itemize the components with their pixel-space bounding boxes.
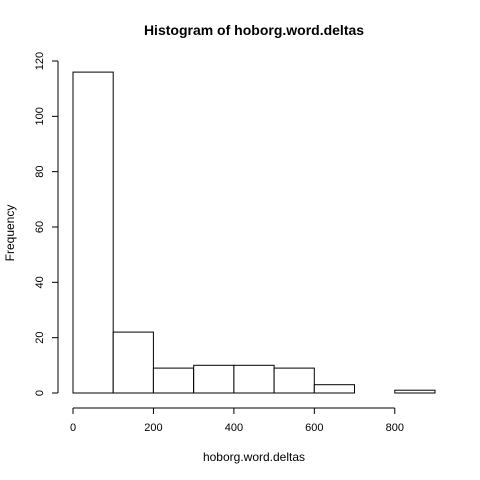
y-tick-label: 60 [34, 221, 46, 233]
x-axis: 0 200 400 600 800 [70, 407, 404, 434]
y-axis: 0 20 40 60 80 100 120 [34, 52, 59, 396]
histogram-bar-6 [313, 384, 355, 394]
y-tick-label: 40 [34, 276, 46, 288]
chart-title: Histogram of hoborg.word.deltas [144, 22, 364, 38]
y-tick-label: 120 [34, 52, 46, 70]
y-tick-label: 100 [34, 107, 46, 125]
histogram-bar-2 [152, 367, 195, 394]
bars-group [72, 71, 436, 394]
x-axis-label: hoborg.word.deltas [203, 450, 305, 464]
y-tick-label: 20 [34, 332, 46, 344]
x-tick-label: 600 [305, 422, 323, 434]
x-tick-label: 0 [70, 422, 76, 434]
histogram-bar-4 [233, 364, 275, 394]
y-axis-label: Frequency [3, 205, 17, 262]
histogram-bar-3 [193, 364, 235, 394]
histogram-bar-5 [273, 367, 315, 394]
x-tick-label: 800 [386, 422, 404, 434]
y-tick-label: 80 [34, 166, 46, 178]
x-tick-label: 400 [225, 422, 243, 434]
histogram-bar-8 [394, 389, 436, 394]
x-tick-label: 200 [144, 422, 162, 434]
histogram-bar-0 [72, 71, 114, 394]
histogram-bar-1 [112, 331, 154, 394]
y-tick-label: 0 [34, 390, 46, 396]
